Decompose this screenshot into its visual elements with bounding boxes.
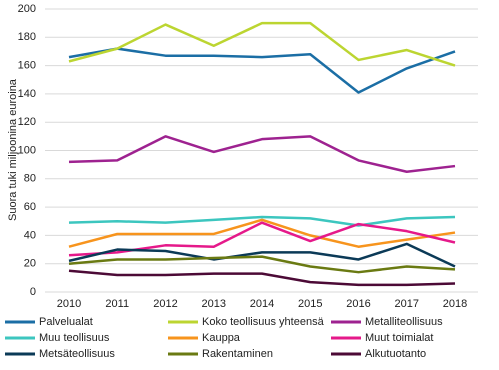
x-tick-label: 2011	[105, 298, 129, 310]
series-line	[68, 255, 456, 274]
y-tick-label: 100	[18, 144, 36, 156]
series-line	[68, 47, 456, 94]
x-tick-label: 2017	[395, 298, 419, 310]
y-tick-label: 60	[24, 201, 36, 213]
y-tick-label: 0	[30, 286, 36, 298]
series-line	[68, 269, 456, 287]
legend-label: Palvelualat	[39, 316, 93, 328]
legend-label: Muut toimialat	[365, 332, 433, 344]
legend-label: Alkutuotanto	[365, 348, 426, 360]
x-tick-label: 2013	[202, 298, 226, 310]
y-tick-label: 40	[24, 229, 36, 241]
y-axis-label: Suora tuki miljoonina euroina	[7, 78, 19, 221]
x-tick-label: 2016	[346, 298, 370, 310]
x-tick-label: 2018	[443, 298, 467, 310]
series-line	[68, 242, 456, 268]
series-line	[68, 21, 456, 67]
x-tick-label: 2014	[250, 298, 274, 310]
legend-label: Rakentaminen	[202, 348, 273, 360]
y-tick-label: 200	[18, 3, 36, 15]
series-line	[68, 218, 456, 248]
y-tick-label: 20	[24, 258, 36, 270]
series-line	[68, 215, 456, 227]
x-tick-label: 2010	[57, 298, 81, 310]
y-tick-label: 120	[18, 116, 36, 128]
series-line	[68, 135, 456, 173]
y-tick-label: 140	[18, 88, 36, 100]
legend-label: Koko teollisuus yhteensä	[202, 316, 325, 328]
legend-label: Metsäteollisuus	[39, 348, 115, 360]
legend-label: Muu teollisuus	[39, 332, 110, 344]
y-tick-label: 180	[18, 31, 36, 43]
y-tick-label: 80	[24, 173, 36, 185]
x-tick-label: 2012	[153, 298, 177, 310]
x-tick-label: 2015	[298, 298, 322, 310]
legend-label: Metalliteollisuus	[365, 316, 443, 328]
legend-label: Kauppa	[202, 332, 241, 344]
y-tick-label: 160	[18, 60, 36, 72]
